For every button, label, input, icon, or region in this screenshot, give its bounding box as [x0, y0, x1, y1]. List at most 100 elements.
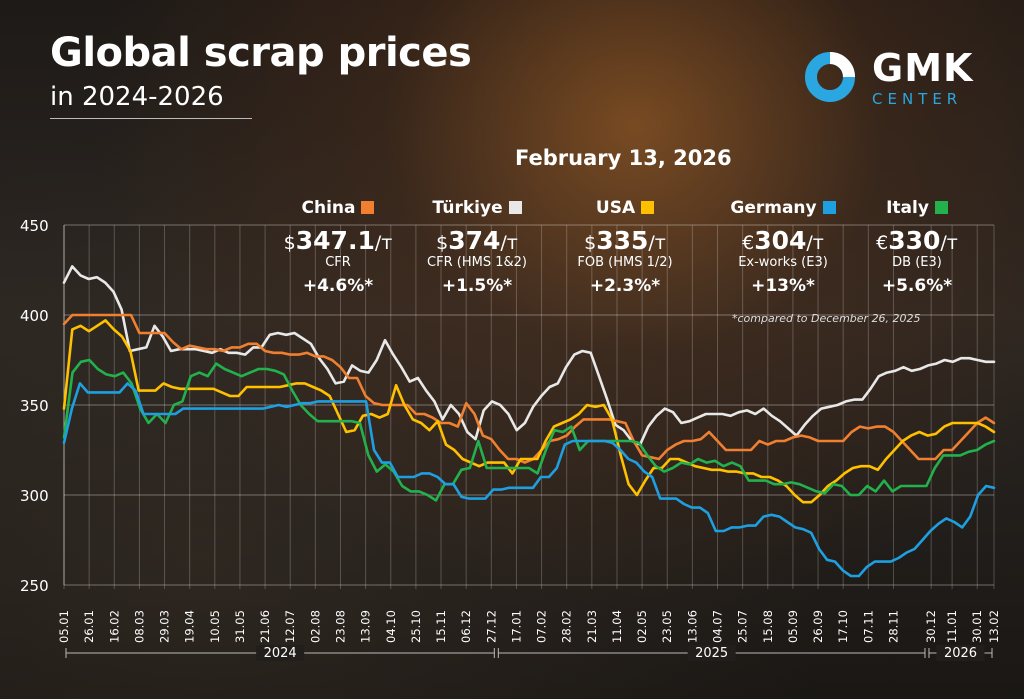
- x-tick-label: 19.04: [183, 610, 197, 643]
- x-tick-label: 05.09: [786, 610, 800, 643]
- year-label-bg: [256, 645, 305, 661]
- series-line-china: [62, 313, 996, 464]
- legend-swatch: [822, 201, 836, 214]
- price-unit: /т: [374, 232, 393, 254]
- legend-basis: FOB (HMS 1/2): [577, 255, 673, 270]
- price-value: 330: [888, 226, 941, 255]
- legend-change: +5.6%*: [881, 276, 953, 296]
- country-label: USA: [595, 198, 636, 218]
- x-tick-label: 13.09: [359, 610, 373, 643]
- x-tick-label: 10.05: [208, 610, 222, 643]
- x-tick-label: 31.05: [233, 610, 247, 643]
- legend-price: €304/т: [713, 226, 853, 255]
- x-tick-label: 16.02: [107, 610, 121, 643]
- legend-price: €330/т: [847, 226, 987, 255]
- title-divider: [50, 118, 252, 119]
- x-tick-label: 07.11: [861, 610, 875, 643]
- gmk-logo-icon: [805, 52, 855, 102]
- price-unit: /т: [500, 232, 518, 254]
- legend-country-name: USA: [555, 198, 695, 218]
- x-tick-label: 26.09: [811, 610, 825, 643]
- price-unit: /т: [648, 232, 666, 254]
- x-tick-label: 28.11: [886, 610, 900, 643]
- year-label: 2026: [944, 646, 977, 661]
- x-tick-label: 12.07: [283, 610, 297, 643]
- price-unit: /т: [940, 232, 958, 254]
- x-tick-label: 13.06: [685, 610, 699, 643]
- x-tick-label: 08.03: [132, 610, 146, 643]
- x-tick-label: 02.08: [308, 610, 322, 643]
- y-tick-label: 450: [20, 217, 49, 235]
- legend-swatch: [508, 201, 522, 214]
- legend-change: +1.5%*: [441, 276, 513, 296]
- x-tick-label: 17.01: [509, 610, 523, 643]
- y-tick-label: 350: [20, 397, 49, 415]
- price-value: 347.1: [295, 226, 375, 255]
- legend-change: +13%*: [751, 276, 815, 296]
- y-tick-label: 400: [20, 307, 49, 325]
- x-tick-label: 23.08: [333, 610, 347, 643]
- legend-card-usa: USA $335/т FOB (HMS 1/2) +2.3%*: [555, 198, 695, 296]
- y-tick-label: 300: [20, 487, 49, 505]
- x-tick-label: 27.12: [484, 610, 498, 643]
- x-tick-label: 25.10: [409, 610, 423, 643]
- country-label: Türkiye: [432, 198, 503, 218]
- legend-change: +2.3%*: [589, 276, 661, 296]
- x-tick-label: 21.06: [258, 610, 272, 643]
- country-label: Italy: [886, 198, 929, 218]
- price-currency: $: [584, 232, 597, 254]
- year-label-bg: [936, 645, 985, 661]
- price-currency: €: [876, 232, 889, 254]
- legend-card-germany: Germany €304/т Ex-works (E3) +13%*: [713, 198, 853, 296]
- x-tick-label: 11.04: [610, 610, 624, 643]
- x-tick-label: 30.12: [924, 610, 938, 643]
- logo-wordmark: GMK: [872, 46, 974, 90]
- comparison-note: *compared to December 26, 2025: [732, 312, 921, 325]
- price-value: 304: [754, 226, 807, 255]
- legend-country-name: China: [268, 198, 408, 218]
- series-line-italy: [62, 358, 996, 502]
- x-tick-label: 11.01: [945, 610, 959, 643]
- x-tick-label: 21.03: [585, 610, 599, 643]
- x-tick-label: 29.03: [158, 610, 172, 643]
- legend-country-name: Italy: [847, 198, 987, 218]
- legend-country-name: Türkiye: [407, 198, 547, 218]
- price-currency: $: [436, 232, 449, 254]
- x-tick-label: 30.01: [970, 610, 984, 643]
- x-tick-label: 15.11: [434, 610, 448, 643]
- legend-basis: CFR: [325, 255, 351, 270]
- series-line-usa: [62, 319, 996, 504]
- x-tick-label: 15.08: [761, 610, 775, 643]
- legend-swatch: [934, 201, 948, 214]
- legend-swatch: [641, 201, 655, 214]
- legend-price: $374/т: [407, 226, 547, 255]
- series-line-türkiye: [62, 265, 996, 446]
- legend-change: +4.6%*: [302, 276, 374, 296]
- price-unit: /т: [806, 232, 824, 254]
- x-tick-label: 23.05: [660, 610, 674, 643]
- report-date: February 13, 2026: [515, 146, 732, 170]
- country-label: Germany: [730, 198, 817, 218]
- country-label: China: [301, 198, 356, 218]
- y-tick-label: 250: [20, 577, 49, 595]
- series-line-germany: [62, 382, 996, 578]
- legend-basis: DB (E3): [892, 255, 942, 270]
- x-tick-label: 17.10: [836, 610, 850, 643]
- legend-country-name: Germany: [713, 198, 853, 218]
- price-value: 335: [596, 226, 649, 255]
- year-label: 2024: [264, 646, 297, 661]
- chart-subtitle: in 2024-2026: [50, 82, 224, 112]
- year-label-bg: [687, 645, 736, 661]
- x-tick-label: 28.02: [560, 610, 574, 643]
- x-tick-label: 26.01: [82, 610, 96, 643]
- legend-price: $347.1/т: [268, 226, 408, 255]
- chart-title: Global scrap prices: [50, 30, 472, 76]
- price-currency: $: [284, 232, 296, 254]
- x-tick-label: 04.07: [711, 610, 725, 643]
- legend-basis: CFR (HMS 1&2): [427, 255, 527, 270]
- x-tick-label: 05.01: [57, 610, 71, 643]
- x-tick-label: 02.05: [635, 610, 649, 643]
